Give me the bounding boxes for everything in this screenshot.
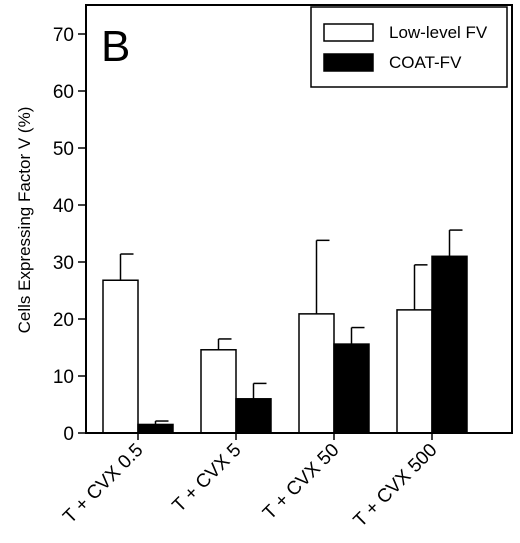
- y-axis-ticks: 0 10 20 30 40 50 60 70: [53, 25, 86, 445]
- y-axis-title: Cells Expressing Factor V (%): [15, 107, 34, 334]
- y-tick-label: 10: [53, 367, 74, 388]
- x-tick-label: T + CVX 5: [169, 440, 246, 517]
- bars: [102, 255, 468, 434]
- bar-low-level-fv-t-cvx-500: [396, 309, 433, 434]
- y-tick-label: 60: [53, 82, 74, 103]
- panel-label: B: [101, 22, 130, 71]
- bar-coat-fv-t-cvx-50: [333, 343, 370, 434]
- y-tick-label: 50: [53, 139, 74, 160]
- x-tick-label: T + CVX 50: [259, 440, 343, 524]
- bar-low-level-fv-t-cvx-5: [200, 349, 237, 434]
- legend-box: [310, 6, 508, 88]
- y-tick-label: 0: [63, 424, 74, 445]
- y-tick-label: 20: [53, 310, 74, 331]
- bar-coat-fv-t-cvx-500: [431, 255, 468, 434]
- legend-label-coat-fv: COAT-FV: [389, 53, 462, 72]
- bar-coat-fv-t-cvx-0-5: [137, 423, 174, 434]
- plot-frame: [85, 4, 513, 434]
- bar-low-level-fv-t-cvx-50: [298, 313, 335, 434]
- error-bars: [119, 229, 463, 425]
- legend-swatch-low-level-fv: [323, 23, 374, 42]
- y-tick-label: 30: [53, 253, 74, 274]
- legend-label-low-level-fv: Low-level FV: [389, 23, 488, 42]
- y-tick-label: 70: [53, 25, 74, 46]
- bar-low-level-fv-t-cvx-0-5: [102, 279, 139, 434]
- legend: Low-level FV COAT-FV: [310, 6, 508, 88]
- bar-coat-fv-t-cvx-5: [235, 398, 272, 434]
- x-tick-label: T + CVX 0.5: [59, 440, 147, 528]
- y-tick-label: 40: [53, 196, 74, 217]
- x-tick-label: T + CVX 500: [350, 440, 442, 532]
- legend-swatch-coat-fv: [323, 53, 374, 72]
